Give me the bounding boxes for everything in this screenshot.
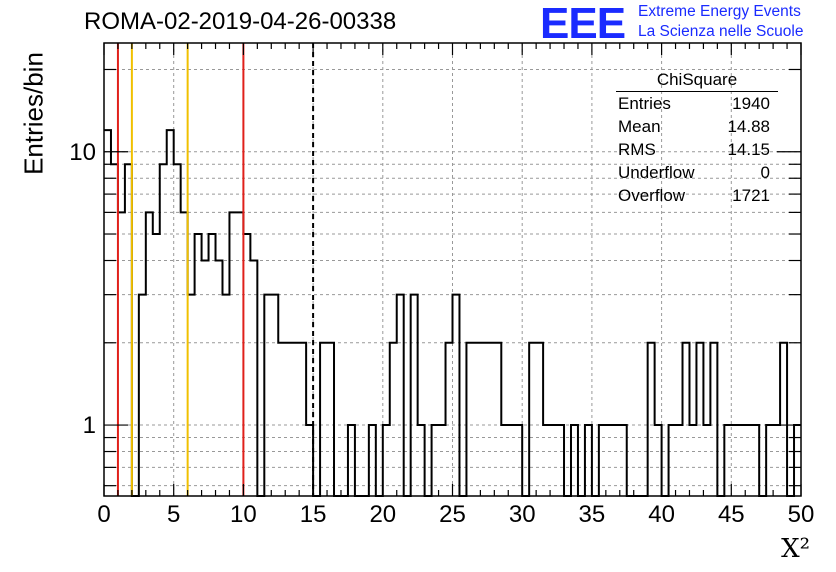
x-tick-label: 45 bbox=[718, 501, 745, 528]
stats-value: 14.15 bbox=[727, 140, 770, 159]
stats-value: 1721 bbox=[732, 186, 770, 205]
y-axis-label: Entries/bin bbox=[18, 52, 49, 175]
stats-label: Entries bbox=[618, 94, 671, 113]
x-tick-label: 40 bbox=[648, 501, 675, 528]
logo-line-2: La Scienza nelle Scuole bbox=[638, 23, 804, 40]
x-tick-label: 10 bbox=[230, 501, 257, 528]
x-tick-label: 20 bbox=[369, 501, 396, 528]
stats-value: 1940 bbox=[732, 94, 770, 113]
x-tick-label: 30 bbox=[509, 501, 536, 528]
stats-label: Mean bbox=[618, 117, 661, 136]
stats-label: RMS bbox=[618, 140, 656, 159]
eee-logo: EEE bbox=[540, 0, 626, 48]
stats-row-mean: Mean 14.88 bbox=[610, 115, 778, 138]
stats-title: ChiSquare bbox=[616, 70, 778, 92]
stats-label: Underflow bbox=[618, 163, 695, 182]
x-tick-label: 15 bbox=[300, 501, 327, 528]
logo-line-1: Extreme Energy Events bbox=[638, 3, 801, 20]
logo-caption: Extreme Energy Events La Scienza nelle S… bbox=[638, 2, 803, 42]
x-tick-label: 35 bbox=[579, 501, 606, 528]
stats-label: Overflow bbox=[618, 186, 686, 205]
chart-title: ROMA-02-2019-04-26-00338 bbox=[84, 8, 397, 35]
stats-row-entries: Entries 1940 bbox=[610, 92, 778, 115]
stats-value: 14.88 bbox=[727, 117, 770, 136]
y-tick-label: 1 bbox=[83, 412, 96, 439]
stats-row-underflow: Underflow 0 bbox=[610, 161, 778, 184]
x-tick-label: 5 bbox=[167, 501, 180, 528]
x-tick-label: 25 bbox=[439, 501, 466, 528]
stats-row-overflow: Overflow 1721 bbox=[610, 184, 778, 207]
stats-row-rms: RMS 14.15 bbox=[610, 138, 778, 161]
y-tick-label: 10 bbox=[69, 139, 96, 166]
x-tick-label: 0 bbox=[97, 501, 110, 528]
x-tick-label: 50 bbox=[788, 501, 815, 528]
stats-value: 0 bbox=[760, 163, 770, 182]
stats-box: ChiSquare Entries 1940 Mean 14.88 RMS 14.15… bbox=[610, 70, 778, 207]
x-axis-label: X² bbox=[781, 534, 810, 564]
